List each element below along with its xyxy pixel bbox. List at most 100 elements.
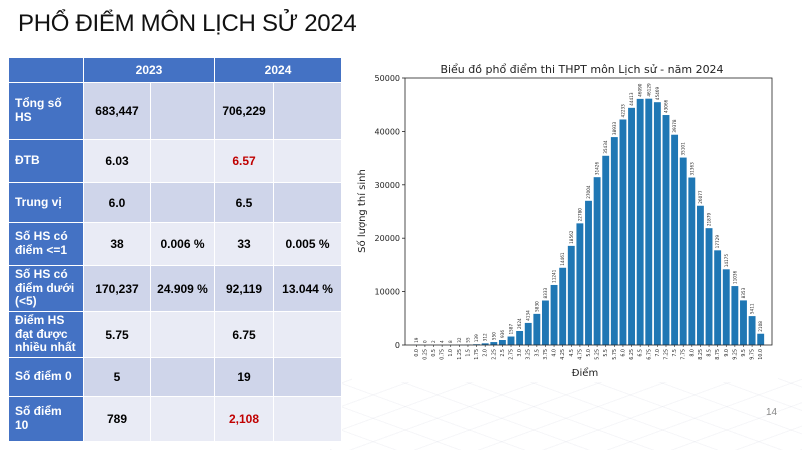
percent-2023 bbox=[149, 357, 216, 397]
data-label: 39378 bbox=[672, 119, 677, 133]
bar bbox=[636, 98, 644, 345]
chart-title: Biểu đồ phổ điểm thi THPT môn Lịch sử - … bbox=[440, 63, 723, 76]
x-axis: 0.0 0.25 0.5 0.75 1.0 1.25 1.5 1.75 2.0 2.25 2.5 2.… bbox=[414, 345, 764, 360]
x-tick-label: 1.0 bbox=[448, 349, 454, 357]
x-tick-label: 3.5 bbox=[534, 349, 540, 357]
data-label: 18562 bbox=[569, 230, 574, 244]
bar bbox=[567, 245, 575, 345]
data-label: 46129 bbox=[646, 83, 651, 97]
x-tick-label: 8.75 bbox=[715, 349, 721, 360]
background-pattern bbox=[330, 370, 802, 450]
percent-2023 bbox=[149, 311, 216, 358]
table-row: Số điểm 10 789 2,108 bbox=[8, 396, 343, 442]
data-label: 312 bbox=[483, 333, 488, 341]
bar bbox=[688, 177, 696, 345]
data-label: 19 bbox=[414, 337, 419, 343]
data-label: 4134 bbox=[526, 310, 531, 321]
x-tick-label: 6.25 bbox=[629, 349, 635, 360]
bar bbox=[602, 155, 610, 345]
row-label: Số HS có điểm <=1 bbox=[8, 222, 84, 266]
bar bbox=[757, 333, 765, 345]
x-tick-label: 3.0 bbox=[517, 349, 523, 357]
x-tick-label: 4.75 bbox=[577, 349, 583, 360]
bar bbox=[533, 313, 541, 345]
value-2024: 6.75 bbox=[214, 311, 275, 358]
value-2024: 19 bbox=[214, 357, 275, 397]
x-tick-label: 2.75 bbox=[509, 349, 515, 360]
data-label: 14461 bbox=[560, 252, 565, 266]
bar bbox=[619, 119, 627, 345]
x-tick-label: 5.0 bbox=[586, 349, 592, 357]
data-label: 936 bbox=[500, 330, 505, 338]
x-tick-label: 10.0 bbox=[758, 349, 764, 360]
data-label: 31363 bbox=[689, 162, 694, 176]
x-tick-label: 5.25 bbox=[595, 349, 601, 360]
chart-svg: Biểu đồ phổ điểm thi THPT môn Lịch sử - … bbox=[352, 56, 778, 382]
row-label: Số điểm 10 bbox=[8, 396, 84, 442]
percent-2024 bbox=[273, 396, 343, 442]
percent-2023 bbox=[149, 139, 216, 183]
bar bbox=[593, 177, 601, 345]
table-header-row: 2023 2024 bbox=[8, 57, 343, 83]
data-label: 11036 bbox=[732, 270, 737, 284]
bar bbox=[722, 269, 730, 345]
bar bbox=[524, 322, 532, 345]
percent-2024: 0.005 % bbox=[273, 222, 343, 266]
percent-2024 bbox=[273, 82, 343, 140]
value-2024: 706,229 bbox=[214, 82, 275, 140]
bar bbox=[507, 336, 515, 345]
data-label: 17729 bbox=[715, 235, 720, 249]
x-tick-label: 0.75 bbox=[440, 349, 446, 360]
data-label: 45469 bbox=[655, 87, 660, 101]
data-label: 139 bbox=[474, 334, 479, 342]
x-tick-label: 7.5 bbox=[672, 349, 678, 357]
x-tick-label: 8.25 bbox=[698, 349, 704, 360]
x-tick-label: 4.0 bbox=[552, 349, 558, 357]
bar bbox=[671, 134, 679, 345]
y-tick-label: 20000 bbox=[375, 234, 400, 243]
bar bbox=[748, 316, 756, 345]
x-tick-label: 9.0 bbox=[724, 349, 730, 357]
data-label: 26077 bbox=[698, 190, 703, 204]
data-label: 38933 bbox=[612, 121, 617, 135]
page-title: PHỔ ĐIỂM MÔN LỊCH SỬ 2024 bbox=[18, 10, 357, 37]
data-label: 1587 bbox=[509, 324, 514, 335]
percent-2024 bbox=[273, 357, 343, 397]
data-label: 42233 bbox=[620, 104, 625, 118]
y-axis-label: Số lượng thí sinh bbox=[356, 169, 368, 253]
percent-2024: 13.044 % bbox=[273, 265, 343, 312]
data-label: 21879 bbox=[707, 213, 712, 227]
bar bbox=[645, 98, 653, 345]
bar bbox=[610, 137, 618, 345]
data-label: 550 bbox=[491, 332, 496, 340]
percent-2024 bbox=[273, 139, 343, 183]
x-tick-label: 5.75 bbox=[612, 349, 618, 360]
x-tick-label: 9.75 bbox=[750, 349, 756, 360]
score-distribution-chart: Biểu đồ phổ điểm thi THPT môn Lịch sử - … bbox=[352, 56, 778, 382]
bar bbox=[628, 107, 635, 345]
data-label: 55 bbox=[465, 337, 470, 343]
x-tick-label: 1.25 bbox=[457, 349, 463, 360]
bar bbox=[542, 300, 549, 345]
value-2023: 5.75 bbox=[83, 311, 151, 358]
data-label: 44413 bbox=[629, 92, 634, 106]
x-tick-label: 6.0 bbox=[620, 349, 626, 357]
value-2024: 6.5 bbox=[214, 182, 275, 223]
table-row: Tổng số HS 683,447 706,229 bbox=[8, 82, 343, 140]
value-2023: 6.0 bbox=[83, 182, 151, 223]
data-label: 0 bbox=[422, 340, 427, 343]
percent-2023 bbox=[149, 182, 216, 223]
x-axis-label: Điểm bbox=[572, 366, 598, 379]
data-label: 8 bbox=[448, 340, 453, 343]
x-tick-label: 6.75 bbox=[646, 349, 652, 360]
value-2023: 683,447 bbox=[83, 82, 151, 140]
bar bbox=[576, 223, 584, 345]
data-label: 43066 bbox=[663, 99, 668, 113]
x-tick-label: 7.25 bbox=[663, 349, 669, 360]
x-tick-label: 4.5 bbox=[569, 349, 575, 357]
table-row: Số HS có điểm <=1 38 0.006 % 33 0.005 % bbox=[8, 222, 343, 266]
bar bbox=[662, 115, 670, 345]
value-2023: 789 bbox=[83, 396, 151, 442]
data-label: 2108 bbox=[758, 321, 763, 332]
x-tick-label: 2.25 bbox=[491, 349, 497, 360]
